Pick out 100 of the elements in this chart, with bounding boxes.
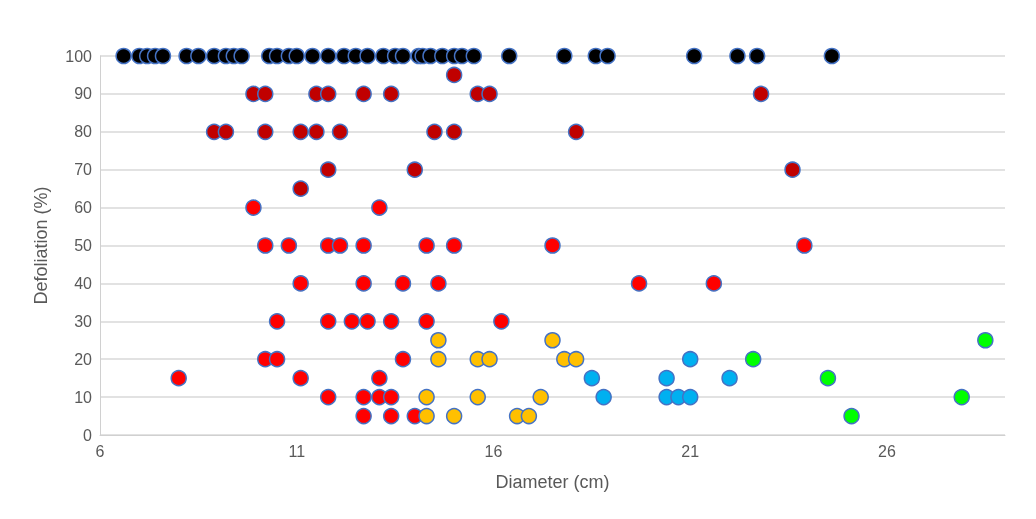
y-tick-label: 20 <box>74 350 93 368</box>
x-tick-label: 11 <box>288 442 306 460</box>
point <box>796 237 813 254</box>
point <box>744 350 762 368</box>
point <box>257 123 274 141</box>
point <box>445 407 463 425</box>
point <box>721 369 738 387</box>
point <box>217 123 235 141</box>
point <box>331 237 349 254</box>
point <box>280 237 298 254</box>
y-tick-label: 90 <box>74 85 93 103</box>
point <box>445 66 463 84</box>
point <box>359 47 376 65</box>
point <box>292 369 309 387</box>
point <box>500 47 518 65</box>
point <box>331 123 349 141</box>
point <box>319 388 337 406</box>
point <box>567 350 585 368</box>
point <box>556 47 573 65</box>
point <box>371 369 388 387</box>
point <box>268 350 286 368</box>
y-tick-label: 70 <box>74 161 93 179</box>
point <box>319 85 337 103</box>
point <box>257 237 274 254</box>
point <box>784 161 801 178</box>
y-tick-label: 40 <box>74 274 93 292</box>
point <box>170 369 187 387</box>
point <box>544 237 561 254</box>
point <box>953 388 970 406</box>
point <box>465 47 483 65</box>
point <box>268 313 286 330</box>
point <box>355 275 372 292</box>
point <box>430 275 447 292</box>
point <box>343 313 361 330</box>
x-tick-label: 26 <box>878 442 896 460</box>
y-tick-label: 60 <box>74 199 93 217</box>
point <box>245 199 262 216</box>
point <box>288 47 305 65</box>
point <box>382 313 400 330</box>
point <box>658 369 675 387</box>
point <box>406 161 424 178</box>
point <box>292 275 309 292</box>
point <box>481 85 498 103</box>
point <box>394 350 412 368</box>
point <box>977 332 994 349</box>
point <box>394 275 412 292</box>
point <box>595 388 612 406</box>
point <box>190 47 207 65</box>
point <box>681 388 699 406</box>
point <box>418 388 435 406</box>
point <box>819 369 837 387</box>
point <box>382 85 400 103</box>
y-tick-label: 30 <box>74 312 93 330</box>
point <box>115 47 132 65</box>
point <box>359 313 376 330</box>
point <box>567 123 585 141</box>
x-axis-title: Diameter (cm) <box>495 472 610 492</box>
y-tick-label: 0 <box>83 426 93 444</box>
x-tick-label: 6 <box>95 442 105 460</box>
y-tick-label: 50 <box>74 237 93 254</box>
point <box>394 47 412 65</box>
point <box>382 388 400 406</box>
point <box>292 123 309 141</box>
y-tick-label: 80 <box>74 123 93 141</box>
x-tick-label: 21 <box>681 442 700 460</box>
point <box>532 388 549 406</box>
point <box>355 388 372 406</box>
point <box>520 407 538 425</box>
point <box>319 161 337 178</box>
point <box>729 47 746 65</box>
point <box>823 47 841 65</box>
point <box>445 123 463 141</box>
point <box>418 407 435 425</box>
point <box>630 275 648 292</box>
point <box>481 350 498 368</box>
x-tick-label: 16 <box>484 442 503 460</box>
point <box>233 47 250 65</box>
point <box>685 47 703 65</box>
point <box>355 85 372 103</box>
point <box>748 47 766 65</box>
point <box>705 275 723 292</box>
y-tick-label: 10 <box>74 388 93 406</box>
point <box>292 180 309 197</box>
point <box>445 237 463 254</box>
point <box>426 123 443 141</box>
point <box>583 369 601 387</box>
point <box>308 123 325 141</box>
point <box>418 313 435 330</box>
point <box>382 407 400 425</box>
point <box>752 85 770 103</box>
point <box>355 407 372 425</box>
point <box>843 407 860 425</box>
point <box>430 350 447 368</box>
y-axis-title: Defoliation (%) <box>31 186 51 305</box>
point <box>257 85 274 103</box>
point <box>493 313 510 330</box>
point <box>355 237 372 254</box>
point <box>418 237 435 254</box>
point <box>319 313 337 330</box>
y-tick-label: 100 <box>65 47 93 65</box>
